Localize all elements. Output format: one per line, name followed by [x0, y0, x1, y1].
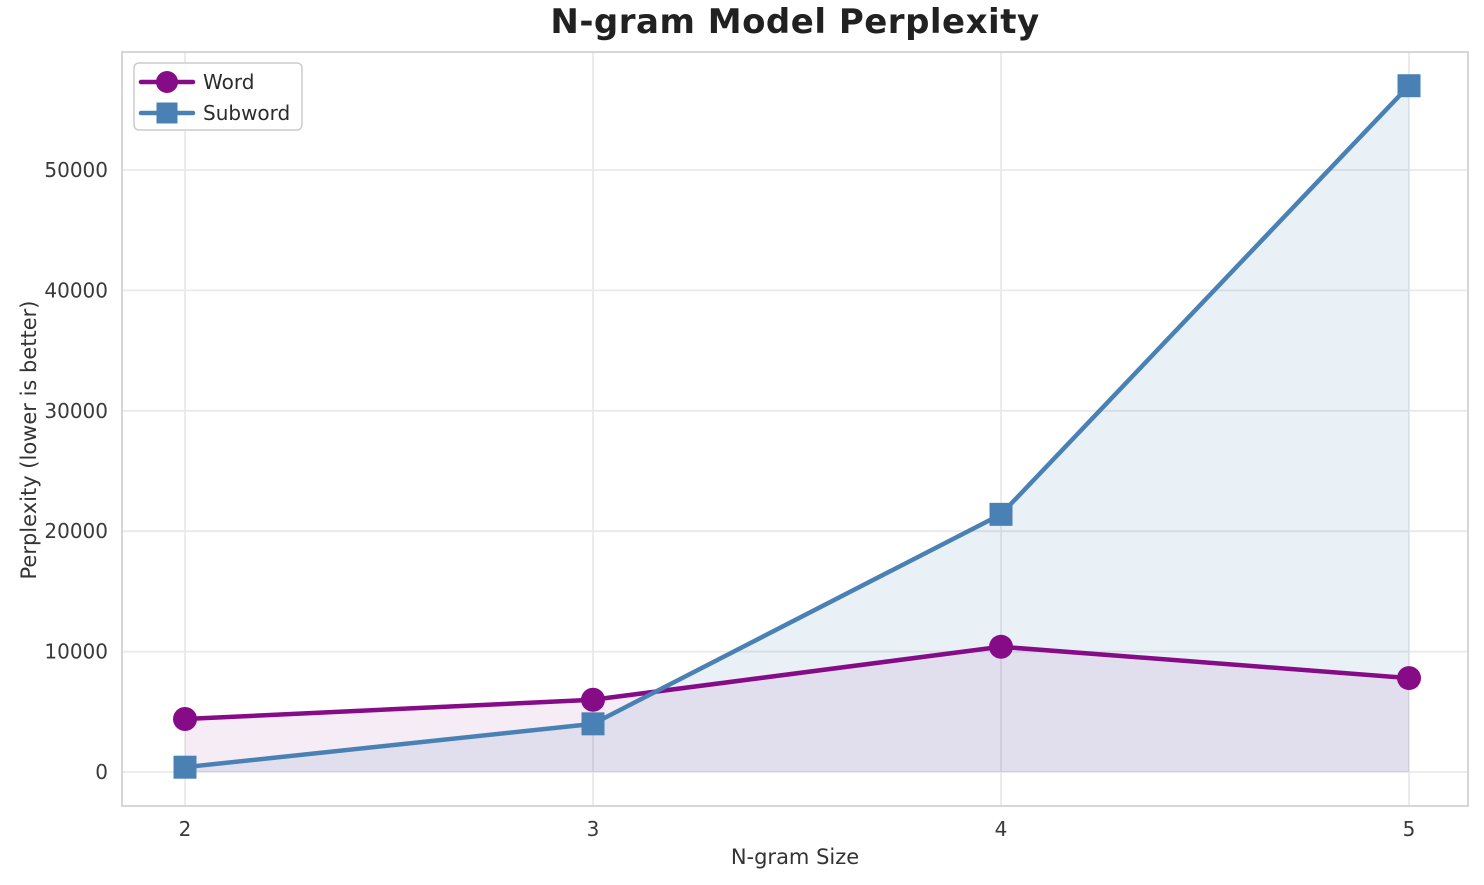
legend-marker-square: [156, 102, 178, 124]
x-tick-label: 4: [995, 817, 1008, 841]
y-tick-label: 20000: [44, 519, 108, 543]
series-subword: [173, 74, 1421, 779]
y-tick-label: 0: [95, 760, 108, 784]
plot-border: [121, 51, 1469, 807]
legend-marker-circle: [156, 71, 178, 93]
y-tick-label: 30000: [44, 399, 108, 423]
subword-line: [182, 83, 1412, 770]
x-tick-label: 5: [1403, 817, 1416, 841]
subword-marker-square: [989, 502, 1013, 526]
subword-marker-square: [1397, 74, 1421, 98]
x-axis-label: N-gram Size: [730, 845, 860, 869]
x-tick-label: 3: [587, 817, 600, 841]
y-tick-label: 40000: [44, 278, 108, 302]
word-marker-circle: [581, 687, 605, 712]
word-marker-circle: [1397, 666, 1421, 691]
y-tick-label: 10000: [44, 640, 108, 664]
subword-marker-square: [581, 712, 605, 736]
legend: Word Subword: [133, 62, 303, 131]
word-line: [182, 644, 1412, 722]
legend-label-subword: Subword: [203, 101, 290, 125]
chart-title: N-gram Model Perplexity: [550, 2, 1040, 42]
area-fill-subword: [185, 85, 1409, 773]
y-tick-label: 50000: [44, 158, 108, 182]
x-tick-labels: 2 3 4 5: [179, 817, 1416, 841]
area-fill-word: [185, 646, 1409, 772]
series-word: [173, 634, 1421, 732]
subword-marker-square: [173, 755, 197, 779]
word-marker-circle: [989, 634, 1013, 659]
word-marker-circle: [173, 707, 197, 732]
x-tick-label: 2: [179, 817, 192, 841]
legend-label-word: Word: [203, 70, 254, 94]
y-tick-labels: 0 10000 20000 30000 40000 50000: [44, 158, 108, 784]
